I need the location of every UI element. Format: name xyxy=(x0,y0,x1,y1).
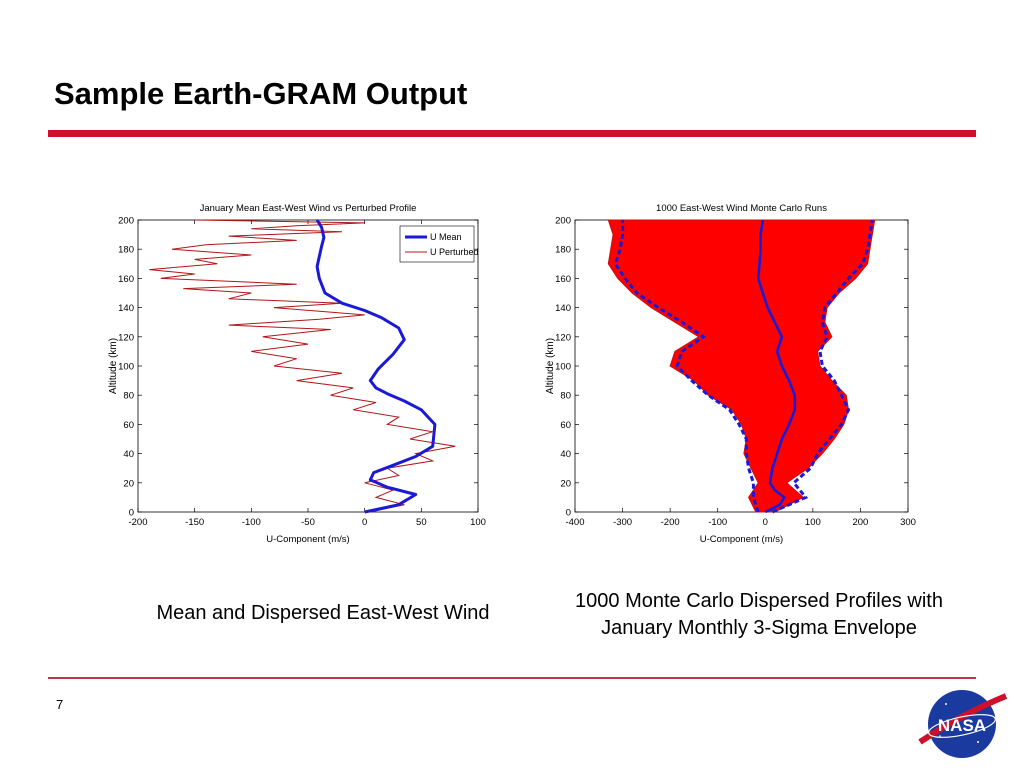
nasa-logo: NASA xyxy=(918,690,1008,758)
y-tick-label: 140 xyxy=(118,303,134,314)
y-tick-label: 120 xyxy=(118,332,134,343)
x-tick-label: -50 xyxy=(301,517,315,528)
x-tick-label: -100 xyxy=(708,517,727,528)
x-tick-label: -300 xyxy=(613,517,632,528)
y-tick-label: 100 xyxy=(555,362,571,373)
x-tick-label: 100 xyxy=(470,517,486,528)
chart-mean-vs-perturbed: January Mean East-West Wind vs Perturbed… xyxy=(108,203,486,545)
y-tick-label: 0 xyxy=(566,508,571,519)
envelope-upper-line xyxy=(771,219,874,514)
y-tick-label: 0 xyxy=(129,508,134,519)
x-tick-label: 300 xyxy=(900,517,916,528)
caption-right-line2: January Monthly 3-Sigma Envelope xyxy=(601,617,917,639)
chart-title: 1000 East-West Wind Monte Carlo Runs xyxy=(656,203,827,214)
y-tick-label: 100 xyxy=(118,362,134,373)
y-tick-label: 180 xyxy=(555,245,571,256)
y-tick-label: 200 xyxy=(118,216,134,227)
y-tick-label: 140 xyxy=(555,303,571,314)
caption-right: 1000 Monte Carlo Dispersed Profiles with… xyxy=(544,588,974,642)
nasa-logo-text: NASA xyxy=(938,716,986,735)
x-tick-label: -100 xyxy=(242,517,261,528)
x-tick-label: 100 xyxy=(805,517,821,528)
y-tick-label: 160 xyxy=(118,274,134,285)
caption-right-line1: 1000 Monte Carlo Dispersed Profiles with xyxy=(575,590,943,612)
series-group xyxy=(149,219,456,514)
x-tick-label: -150 xyxy=(185,517,204,528)
legend-label-perturbed: U Perturbed xyxy=(430,247,479,257)
chart-monte-carlo-runs: 1000 East-West Wind Monte Carlo Runs -400… xyxy=(545,203,916,545)
caption-left: Mean and Dispersed East-West Wind xyxy=(156,602,490,624)
y-axis-label: Altitude (km) xyxy=(108,338,119,394)
y-axis-label: Altitude (km) xyxy=(545,338,556,394)
series-line-u-mean xyxy=(315,219,437,514)
y-tick-label: 20 xyxy=(123,478,134,489)
y-tick-label: 120 xyxy=(555,332,571,343)
y-tick-label: 80 xyxy=(560,391,571,402)
x-tick-label: 0 xyxy=(763,517,768,528)
y-tick-label: 60 xyxy=(123,420,134,431)
y-tick-label: 40 xyxy=(560,449,571,460)
y-tick-label: 200 xyxy=(555,216,571,227)
title-divider xyxy=(48,130,976,137)
y-tick-label: 60 xyxy=(560,420,571,431)
x-axis-label: U-Component (m/s) xyxy=(266,534,349,545)
series-group xyxy=(607,219,876,514)
y-tick-label: 20 xyxy=(560,478,571,489)
y-tick-label: 40 xyxy=(123,449,134,460)
y-tick-label: 80 xyxy=(123,391,134,402)
y-tick-label: 180 xyxy=(118,245,134,256)
plot-frame xyxy=(137,219,479,513)
slide-title: Sample Earth-GRAM Output xyxy=(54,76,468,111)
x-axis-label: U-Component (m/s) xyxy=(700,534,783,545)
y-tick-label: 160 xyxy=(555,274,571,285)
x-tick-label: 0 xyxy=(362,517,367,528)
x-tick-label: -200 xyxy=(661,517,680,528)
page-number: 7 xyxy=(56,697,64,712)
legend-label-mean: U Mean xyxy=(430,232,462,242)
x-tick-label: 200 xyxy=(852,517,868,528)
series-line-mean xyxy=(756,219,797,514)
x-tick-label: -200 xyxy=(128,517,147,528)
footer-divider xyxy=(48,677,976,679)
envelope-lower-line xyxy=(613,220,760,513)
x-tick-label: -400 xyxy=(565,517,584,528)
x-tick-label: 50 xyxy=(416,517,427,528)
legend-box xyxy=(399,225,475,263)
chart-title: January Mean East-West Wind vs Perturbed… xyxy=(200,203,417,214)
